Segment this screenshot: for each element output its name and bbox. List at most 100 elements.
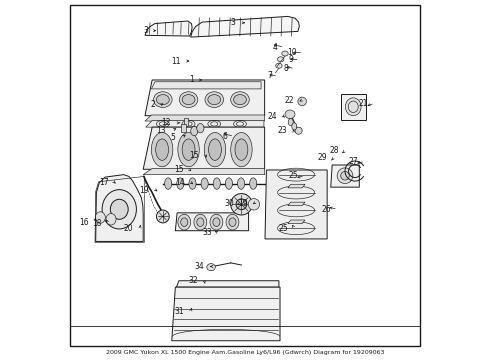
Ellipse shape [191, 126, 198, 136]
Text: 19: 19 [140, 185, 149, 194]
Text: 3: 3 [143, 26, 148, 35]
Polygon shape [146, 121, 264, 127]
Polygon shape [145, 115, 265, 121]
Ellipse shape [205, 92, 223, 108]
Text: 27: 27 [349, 157, 359, 166]
Text: 10: 10 [287, 48, 297, 57]
Text: 5: 5 [171, 133, 175, 142]
Ellipse shape [182, 95, 195, 105]
Text: 8: 8 [284, 64, 289, 73]
Text: 32: 32 [188, 276, 198, 285]
Ellipse shape [209, 139, 221, 160]
Ellipse shape [182, 139, 195, 160]
Ellipse shape [102, 190, 136, 229]
Ellipse shape [179, 92, 198, 108]
Text: 15: 15 [174, 166, 184, 175]
Polygon shape [96, 175, 143, 242]
Ellipse shape [229, 218, 236, 226]
Polygon shape [288, 220, 305, 224]
Ellipse shape [231, 92, 249, 108]
Ellipse shape [156, 210, 169, 223]
Text: 29: 29 [318, 153, 327, 162]
Text: 18: 18 [92, 219, 101, 228]
Ellipse shape [236, 199, 247, 210]
Ellipse shape [207, 264, 215, 271]
Text: 17: 17 [99, 178, 109, 187]
Polygon shape [145, 80, 265, 116]
Ellipse shape [337, 168, 353, 184]
Ellipse shape [96, 212, 105, 223]
Ellipse shape [248, 199, 260, 210]
Polygon shape [331, 165, 359, 187]
Ellipse shape [225, 178, 232, 189]
Ellipse shape [288, 118, 293, 126]
Ellipse shape [277, 57, 284, 62]
Text: 30: 30 [224, 199, 234, 208]
Ellipse shape [208, 95, 220, 105]
Text: 31: 31 [174, 307, 184, 316]
Ellipse shape [292, 123, 297, 130]
Ellipse shape [276, 63, 282, 68]
Polygon shape [172, 287, 280, 341]
Ellipse shape [213, 178, 220, 189]
Ellipse shape [204, 132, 226, 167]
Text: 12: 12 [161, 118, 171, 127]
Polygon shape [341, 94, 366, 120]
Ellipse shape [178, 214, 191, 230]
Ellipse shape [298, 97, 306, 106]
Text: 11: 11 [171, 57, 181, 66]
Ellipse shape [197, 123, 204, 133]
Text: 20: 20 [124, 224, 134, 233]
Ellipse shape [189, 178, 196, 189]
Text: 34: 34 [194, 262, 204, 271]
Ellipse shape [341, 171, 349, 180]
Text: 33: 33 [202, 228, 212, 237]
Ellipse shape [235, 139, 248, 160]
Text: 13: 13 [156, 126, 166, 135]
Text: 2: 2 [151, 100, 156, 109]
Text: 24: 24 [268, 112, 277, 121]
Ellipse shape [110, 199, 128, 219]
Ellipse shape [151, 132, 173, 167]
Polygon shape [181, 124, 186, 132]
Ellipse shape [201, 178, 208, 189]
Text: 1: 1 [190, 76, 194, 85]
Ellipse shape [210, 214, 223, 230]
Polygon shape [288, 202, 305, 206]
Ellipse shape [234, 95, 246, 105]
Ellipse shape [282, 51, 288, 56]
Ellipse shape [197, 218, 204, 226]
Ellipse shape [213, 218, 220, 226]
Text: 2009 GMC Yukon XL 1500 Engine Asm,Gasoline Ly6/L96 (Gdwrch) Diagram for 19209063: 2009 GMC Yukon XL 1500 Engine Asm,Gasoli… [106, 350, 384, 355]
Polygon shape [265, 170, 327, 239]
Text: 3: 3 [230, 18, 235, 27]
Polygon shape [176, 281, 279, 287]
Polygon shape [143, 127, 265, 169]
Ellipse shape [156, 139, 169, 160]
Ellipse shape [285, 110, 295, 118]
Text: 23: 23 [277, 126, 287, 135]
Ellipse shape [231, 194, 252, 215]
Polygon shape [191, 17, 299, 37]
Ellipse shape [156, 95, 169, 105]
Ellipse shape [178, 132, 199, 167]
Text: 7: 7 [267, 71, 272, 80]
Polygon shape [288, 184, 305, 188]
Ellipse shape [153, 92, 172, 108]
Polygon shape [143, 168, 265, 175]
Ellipse shape [181, 218, 188, 226]
Polygon shape [184, 118, 188, 126]
Text: 28: 28 [329, 146, 339, 155]
Text: 25: 25 [289, 171, 298, 180]
Text: 25: 25 [278, 224, 288, 233]
Polygon shape [175, 213, 248, 231]
Ellipse shape [165, 178, 172, 189]
Ellipse shape [177, 178, 184, 189]
Text: 6: 6 [223, 132, 228, 141]
Text: 9: 9 [288, 55, 293, 64]
Text: 21: 21 [359, 99, 368, 108]
Ellipse shape [295, 127, 302, 134]
Polygon shape [151, 82, 261, 89]
Text: 26: 26 [322, 205, 331, 214]
Ellipse shape [194, 214, 207, 230]
